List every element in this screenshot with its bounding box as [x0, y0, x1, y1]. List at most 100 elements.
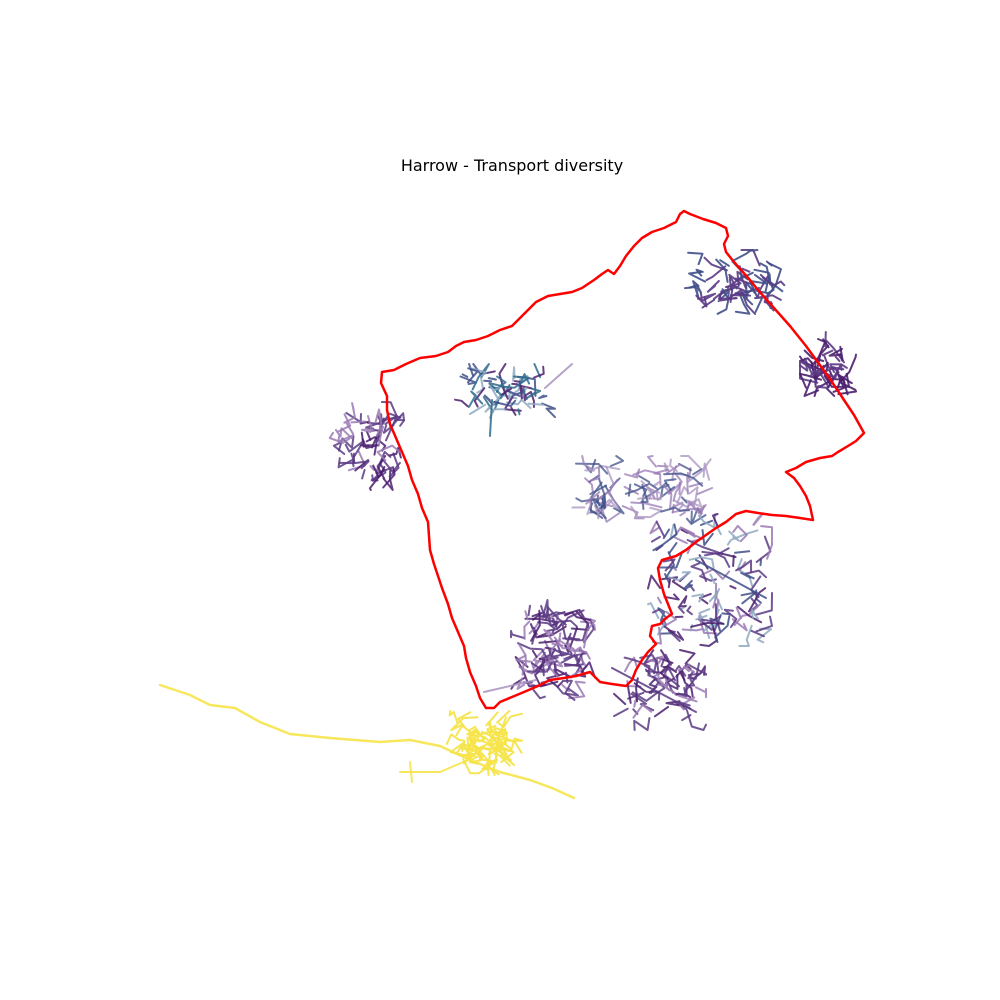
street-cluster-east-street [803, 349, 825, 362]
street-cluster-north-west-street [469, 367, 488, 377]
street-cluster-south-outside-street [683, 665, 695, 673]
yellow-street-cluster-street [487, 749, 500, 776]
street-cluster-south-east-street [691, 593, 705, 603]
street-cluster-north-west-street [501, 387, 513, 396]
street-cluster-north-east-street [734, 292, 751, 315]
street-cluster-north-east-street [719, 288, 737, 302]
street-cluster-south-street [546, 628, 559, 632]
street-cluster-central-street [594, 504, 600, 520]
street-cluster-west-street [366, 430, 372, 441]
yellow-street-cluster-street [485, 758, 499, 765]
street-cluster-south-east-street [698, 592, 712, 605]
map-title: Harrow - Transport diversity [400, 156, 624, 175]
street-cluster-south-outside-street [677, 687, 687, 697]
street-cluster-north-west-street [492, 386, 501, 392]
street-cluster-south-outside-street [678, 669, 686, 682]
yellow-street-cluster-street [494, 733, 523, 754]
street-cluster-central-street [584, 477, 594, 493]
street-cluster-north-east-street [701, 298, 716, 309]
street-cluster-south-east-street [760, 525, 773, 560]
street-cluster-central-street [655, 490, 664, 501]
yellow-street-cluster-street [496, 738, 512, 750]
street-cluster-west-street [334, 427, 353, 440]
street-cluster-south-street [538, 640, 558, 644]
street-cluster-south-east-street [723, 608, 738, 628]
street-cluster-west-street [337, 434, 354, 443]
street-cluster-north-west-street [527, 402, 544, 406]
street-cluster-south-street [556, 686, 579, 697]
street-cluster-south-east-street [733, 603, 761, 627]
street-cluster-south-east-street [688, 556, 715, 569]
street-cluster-south-outside-street [681, 714, 692, 722]
street-cluster-south-street [583, 618, 595, 644]
street-cluster-east [799, 331, 857, 397]
street-cluster-south-street [564, 663, 584, 667]
street-cluster-south-outside-street [613, 692, 627, 706]
street-cluster-south-street [574, 646, 584, 653]
street-cluster-south-street [551, 642, 564, 647]
street-cluster-central-street [676, 486, 689, 504]
street-cluster-south-street [538, 657, 546, 670]
street-cluster-north-west-street [511, 391, 524, 397]
street-cluster-central-street [652, 481, 661, 487]
street-cluster-south-street [534, 670, 559, 688]
street-cluster-south-street [558, 632, 578, 657]
street-cluster-north-east-street [764, 273, 784, 293]
street-networks [158, 249, 857, 800]
street-cluster-south-east-street [728, 530, 740, 542]
street-cluster-south-outside-street [639, 662, 657, 680]
street-cluster-south-street [568, 622, 589, 642]
street-cluster-north-east-street [705, 265, 727, 282]
street-radial-south-west-2 [483, 679, 537, 693]
street-cluster-south-east-street [697, 514, 715, 528]
street-cluster-south-outside-street [664, 674, 679, 690]
street-cluster-west-street [388, 412, 405, 422]
street-cluster-south-street [514, 656, 530, 687]
street-cluster-south-street [532, 648, 551, 668]
street-cluster-east-street [840, 353, 857, 382]
street-cluster-north-east-street [716, 288, 730, 315]
street-cluster-central-street [671, 507, 702, 514]
street-cluster-south-street [546, 660, 558, 673]
street-cluster-south-street [552, 617, 563, 630]
street-radial-north-west [544, 363, 573, 389]
street-cluster-south-east-street [738, 624, 753, 647]
street-cluster-north-west-street [483, 379, 493, 383]
street-cluster-north-east-street [688, 271, 707, 283]
street-cluster-central-street [638, 475, 651, 483]
street-cluster-north-east-street [706, 280, 720, 293]
street-cluster-south-east-street [652, 523, 678, 552]
street-cluster-south-street [521, 662, 525, 676]
street-cluster-north-west-street [541, 402, 556, 419]
yellow-street-cluster-street [445, 733, 466, 745]
street-cluster-north-east-street [741, 267, 751, 273]
street-cluster-south-outside-street [626, 684, 632, 704]
street-cluster-central-street [637, 506, 663, 519]
street-cluster-central-street [589, 484, 608, 495]
street-cluster-north-west-street [461, 373, 469, 378]
street-cluster-west-street [344, 440, 365, 458]
street-cluster-south [510, 599, 596, 701]
street-cluster-west-street [382, 467, 396, 489]
street-cluster-west-street [382, 467, 394, 491]
street-cluster-east-street [828, 348, 843, 357]
street-cluster-south-east-street [667, 578, 671, 589]
street-cluster-south-east-street [690, 562, 708, 583]
street-cluster-south-east-street [681, 628, 704, 632]
street-cluster-central-street [679, 511, 686, 517]
street-cluster-south-east-street [695, 614, 708, 621]
street-cluster-central-street [653, 468, 669, 486]
street-cluster-central-street [678, 462, 692, 472]
street-cluster-south-east-street [726, 529, 759, 546]
street-cluster-central-street [598, 478, 606, 509]
street-cluster-south-outside-street [694, 686, 707, 699]
street-cluster-central-street [667, 472, 683, 495]
street-cluster-central-street [646, 486, 660, 500]
street-cluster-south-east-street [652, 608, 661, 614]
street-cluster-west-street [361, 427, 375, 433]
street-cluster-central-street [669, 458, 678, 473]
street-cluster-west-street [381, 458, 401, 473]
street-cluster-north-east-street [736, 270, 749, 287]
street-cluster-south-east-street [662, 558, 676, 572]
street-cluster-west-street [367, 415, 374, 432]
